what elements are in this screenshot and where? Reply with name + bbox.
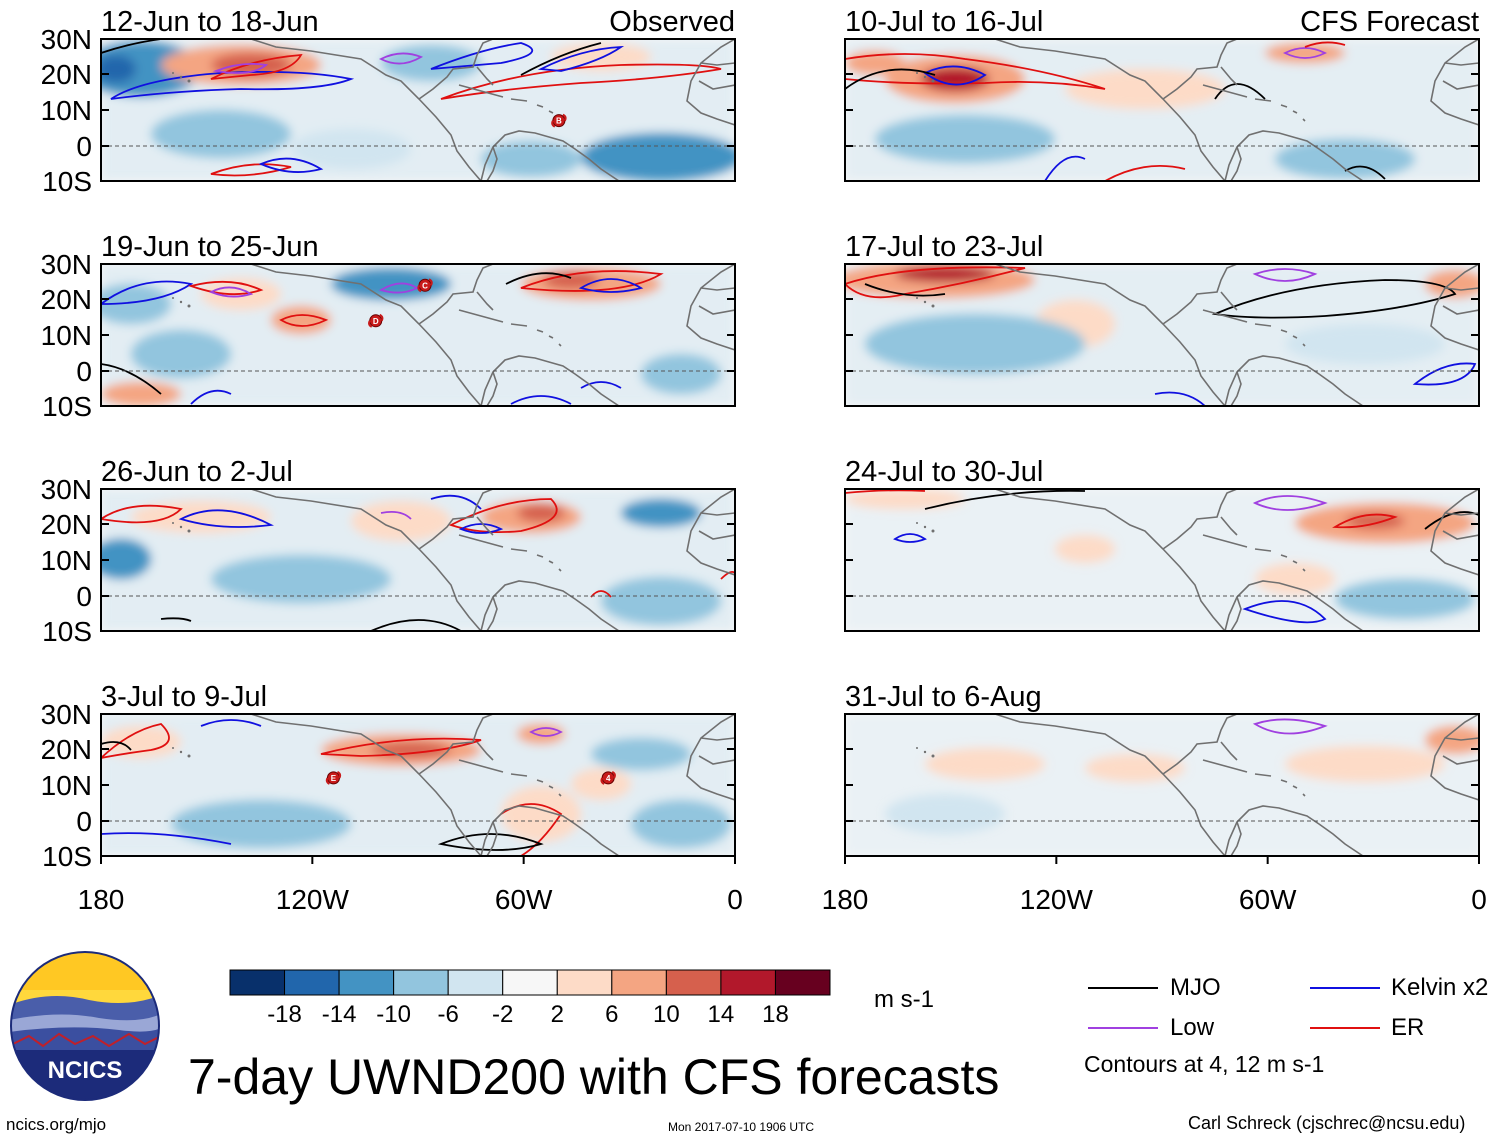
legend-label-low: Low — [1170, 1014, 1215, 1041]
ncics-logo: NCICS — [10, 951, 160, 1101]
lat-label: 20N — [41, 734, 92, 765]
panel-header: CFS Forecast — [1300, 6, 1479, 38]
lat-label: 0 — [76, 131, 92, 162]
panel-titles: 12-Jun to 18-Jun Observed 19-Jun to 25-Jun… — [101, 6, 1479, 713]
legend-label-er: ER — [1391, 1014, 1425, 1041]
map-panel-8 — [844, 713, 1480, 857]
colorbar-swatch — [338, 969, 395, 996]
lon-label: 120W — [276, 884, 350, 915]
map-panel-7 — [844, 488, 1480, 632]
lat-label: 10N — [41, 545, 92, 576]
panel-title: 3-Jul to 9-Jul — [101, 681, 267, 713]
lat-label: 20N — [41, 59, 92, 90]
lat-label: 10S — [42, 616, 92, 647]
lon-labels: 180 120W 60W 0 180 120W 60W 0 — [78, 856, 1487, 915]
lat-label: 20N — [41, 509, 92, 540]
lat-label: 0 — [76, 356, 92, 387]
figure-title: 7-day UWND200 with CFS forecasts — [188, 1049, 1000, 1105]
contour-note: Contours at 4, 12 m s-1 — [1084, 1051, 1325, 1077]
map-panel-3 — [100, 488, 736, 632]
colorbar-swatch — [774, 969, 831, 996]
lon-label: 0 — [727, 884, 743, 915]
colorbar-swatch — [611, 969, 667, 996]
lat-label: 10S — [42, 841, 92, 872]
colorbar-tick: -2 — [492, 1001, 513, 1028]
storm-marker: C — [417, 278, 433, 293]
lon-label: 120W — [1020, 884, 1094, 915]
panel-title: 10-Jul to 16-Jul — [845, 6, 1043, 38]
lat-label: 0 — [76, 806, 92, 837]
storm-marker: B — [551, 113, 567, 128]
lat-label: 30N — [41, 474, 92, 505]
lat-label: 30N — [41, 249, 92, 280]
lon-label: 60W — [1239, 884, 1297, 915]
colorbar-tick: 2 — [551, 1001, 564, 1028]
logo-text: NCICS — [48, 1057, 123, 1084]
svg-text:B: B — [556, 117, 562, 126]
lat-label: 30N — [41, 699, 92, 730]
storm-markers: B C D E 4 — [325, 113, 616, 785]
panel-header: Observed — [609, 6, 735, 38]
lat-labels-left: 30N 20N 10N 0 10S 30N 20N 10N 0 10S 30N 20N 10N 0 10S 3… — [41, 24, 92, 872]
timestamp: Mon 2017-07-10 1906 UTC — [668, 1120, 815, 1134]
colorbar: -18 -14 -10 -6 -2 2 6 10 14 18 — [229, 969, 831, 1028]
colorbar-swatch — [284, 969, 340, 996]
colorbar-swatch — [502, 969, 558, 996]
legend-label-kelvin: Kelvin x2 — [1391, 974, 1489, 1001]
lon-label: 0 — [1471, 884, 1487, 915]
lat-label: 10S — [42, 166, 92, 197]
colorbar-tick: -18 — [267, 1001, 302, 1028]
colorbar-tick: 10 — [653, 1001, 680, 1028]
svg-text:C: C — [422, 281, 428, 290]
colorbar-tick: -10 — [376, 1001, 411, 1028]
panel-title: 24-Jul to 30-Jul — [845, 456, 1043, 488]
storm-marker: E — [325, 771, 342, 785]
colorbar-swatch — [229, 969, 286, 996]
panel-title: 12-Jun to 18-Jun — [101, 6, 319, 38]
author-credit: Carl Schreck (cjschrec@ncsu.edu) — [1188, 1113, 1466, 1133]
colorbar-swatch — [720, 969, 776, 996]
colorbar-swatch — [556, 969, 613, 996]
storm-marker: D — [368, 313, 384, 328]
map-panel-6 — [844, 263, 1480, 407]
legend-label-mjo: MJO — [1170, 974, 1221, 1001]
panel-title: 17-Jul to 23-Jul — [845, 231, 1043, 263]
svg-text:D: D — [373, 317, 379, 326]
lon-label: 60W — [495, 884, 553, 915]
map-panel-1 — [100, 38, 736, 182]
lat-label: 0 — [76, 581, 92, 612]
colorbar-tick: -6 — [438, 1001, 459, 1028]
panel-title: 31-Jul to 6-Aug — [845, 681, 1042, 713]
lat-label: 10S — [42, 391, 92, 422]
lat-label: 20N — [41, 284, 92, 315]
panel-title: 19-Jun to 25-Jun — [101, 231, 319, 263]
colorbar-swatch — [665, 969, 722, 996]
svg-text:E: E — [331, 774, 337, 783]
lon-label: 180 — [822, 884, 869, 915]
map-panel-2 — [100, 263, 736, 407]
map-panel-4 — [100, 713, 736, 857]
legend-lines — [1088, 987, 1380, 1029]
lat-label: 10N — [41, 320, 92, 351]
lat-label: 10N — [41, 770, 92, 801]
svg-text:4: 4 — [606, 774, 611, 783]
source-url: ncics.org/mjo — [6, 1115, 107, 1134]
colorbar-tick: 6 — [605, 1001, 618, 1028]
colorbar-tick: 18 — [762, 1001, 789, 1028]
colorbar-swatch — [393, 969, 449, 996]
colorbar-tick: 14 — [708, 1001, 735, 1028]
storm-marker: 4 — [600, 771, 616, 785]
colorbar-tick: -14 — [322, 1001, 357, 1028]
lon-label: 180 — [78, 884, 125, 915]
map-panel-5 — [844, 38, 1480, 182]
lat-label: 30N — [41, 24, 92, 55]
panel-title: 26-Jun to 2-Jul — [101, 456, 293, 488]
colorbar-swatch — [447, 969, 504, 996]
units-label: m s-1 — [874, 986, 934, 1013]
lat-label: 10N — [41, 95, 92, 126]
